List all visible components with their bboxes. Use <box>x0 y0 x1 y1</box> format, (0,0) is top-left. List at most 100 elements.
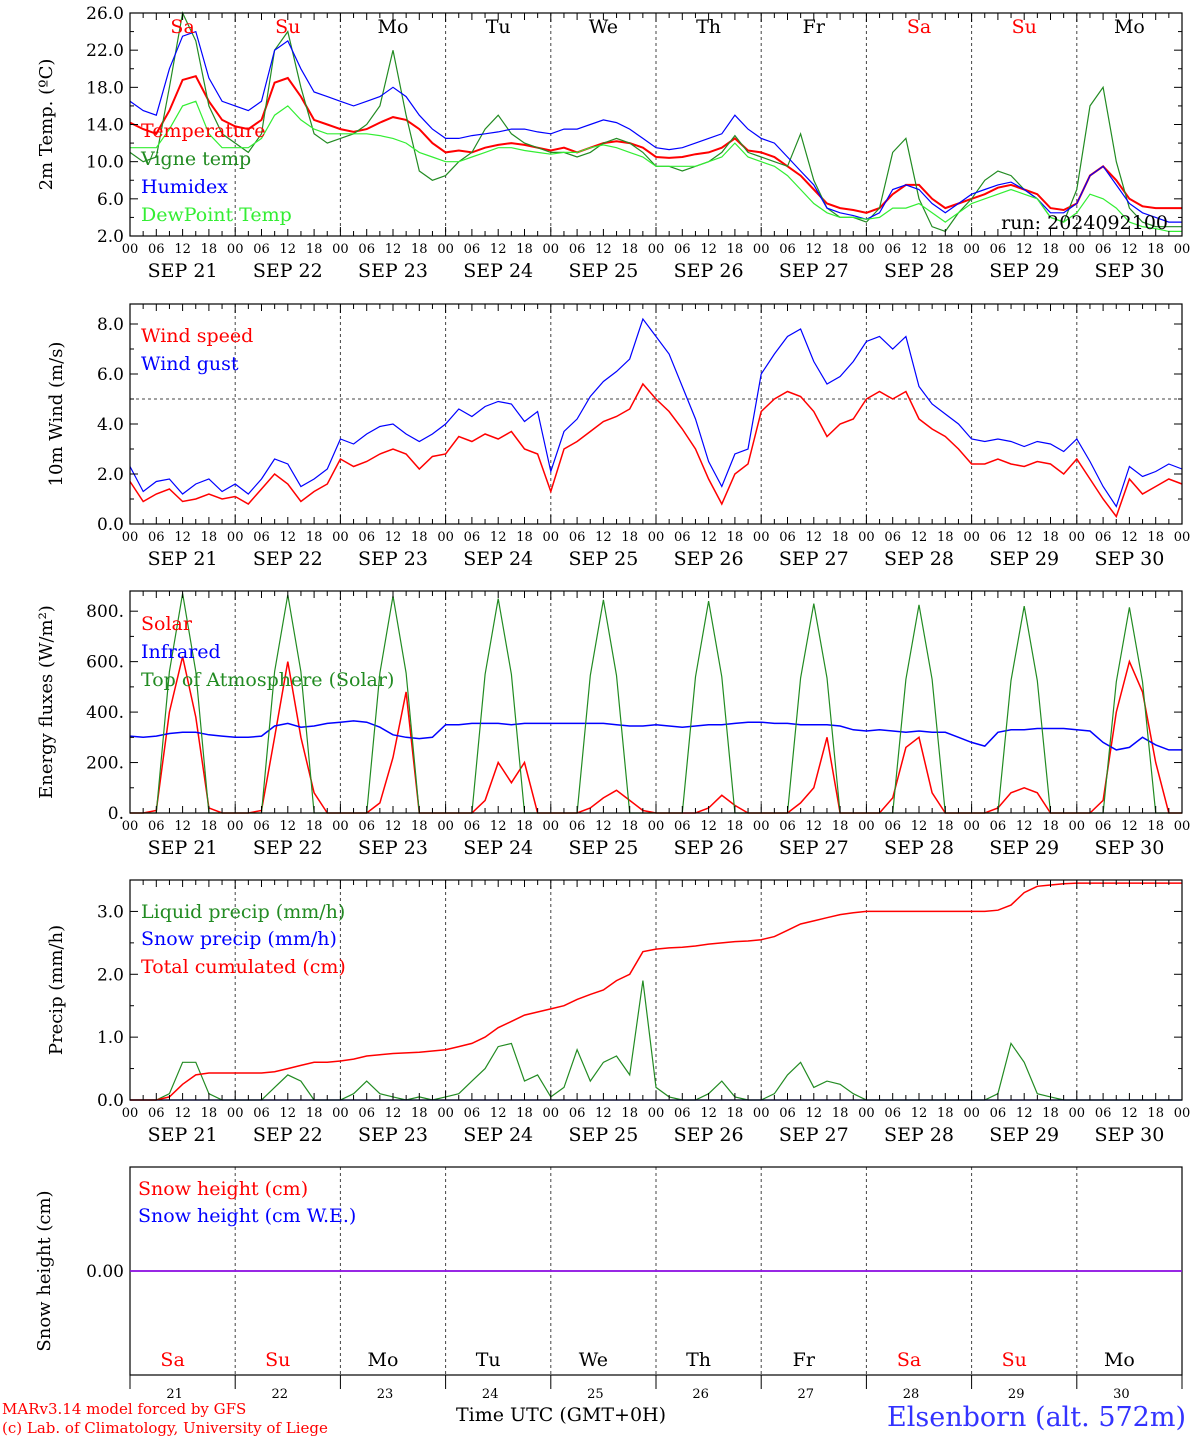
hour-tick-label: 18 <box>832 242 849 257</box>
y-tick-label: 6.0 <box>97 365 124 385</box>
hour-tick-label: 18 <box>306 1106 323 1121</box>
hour-tick-label: 00 <box>1069 530 1086 545</box>
hour-tick-label: 06 <box>990 242 1007 257</box>
hour-tick-label: 00 <box>753 242 770 257</box>
hour-tick-label: 12 <box>700 819 717 834</box>
hour-tick-label: 00 <box>227 530 244 545</box>
day-number-label: 29 <box>1008 1387 1025 1402</box>
hour-tick-label: 06 <box>253 1106 270 1121</box>
weekday-label-top: Sa <box>170 16 194 38</box>
hour-tick-label: 00 <box>122 530 139 545</box>
hour-tick-label: 18 <box>937 1106 954 1121</box>
day-number-label: 21 <box>166 1387 183 1402</box>
legend-entry: Infrared <box>141 641 221 663</box>
hour-tick-label: 18 <box>621 242 638 257</box>
hour-tick-label: 12 <box>595 530 612 545</box>
date-label: SEP 27 <box>779 260 849 282</box>
hour-tick-label: 06 <box>358 819 375 834</box>
y-tick-label: 6.0 <box>97 190 124 210</box>
hour-tick-label: 06 <box>1095 819 1112 834</box>
date-label: SEP 25 <box>568 837 638 859</box>
hour-tick-label: 06 <box>990 1106 1007 1121</box>
hour-tick-label: 00 <box>1174 819 1191 834</box>
hour-tick-label: 06 <box>569 530 586 545</box>
hour-tick-label: 12 <box>1121 530 1138 545</box>
date-label: SEP 24 <box>463 837 533 859</box>
day-number-label: 22 <box>272 1387 289 1402</box>
hour-tick-label: 12 <box>911 1106 928 1121</box>
hour-tick-label: 18 <box>621 819 638 834</box>
weekday-label-bottom: Mo <box>368 1349 399 1371</box>
hour-tick-label: 12 <box>174 1106 191 1121</box>
hour-tick-label: 00 <box>332 819 349 834</box>
hour-tick-label: 18 <box>727 242 744 257</box>
hour-tick-label: 00 <box>332 1106 349 1121</box>
hour-tick-label: 18 <box>516 1106 533 1121</box>
hour-tick-label: 00 <box>648 530 665 545</box>
date-label: SEP 23 <box>358 260 428 282</box>
hour-tick-label: 18 <box>411 242 428 257</box>
hour-tick-label: 18 <box>1147 530 1164 545</box>
hour-tick-label: 12 <box>595 1106 612 1121</box>
date-label: SEP 29 <box>989 837 1059 859</box>
hour-tick-label: 06 <box>674 819 691 834</box>
hour-tick-label: 12 <box>806 1106 823 1121</box>
hour-tick-label: 06 <box>148 530 165 545</box>
series-line-temp-2 <box>129 30 1182 223</box>
date-label: SEP 28 <box>884 1124 954 1146</box>
hour-tick-label: 06 <box>569 242 586 257</box>
hour-tick-label: 12 <box>280 819 297 834</box>
y-tick-label: 8.0 <box>97 315 124 335</box>
hour-tick-label: 00 <box>1069 819 1086 834</box>
weekday-label-top: Mo <box>1114 16 1145 38</box>
date-label: SEP 23 <box>358 1124 428 1146</box>
date-label: SEP 30 <box>1094 1124 1164 1146</box>
hour-tick-label: 06 <box>779 1106 796 1121</box>
model-credit: MARv3.14 model forced by GFS <box>2 1400 247 1418</box>
hour-tick-label: 06 <box>464 819 481 834</box>
hour-tick-label: 12 <box>1121 1106 1138 1121</box>
legend-entry: Top of Atmosphere (Solar) <box>141 669 394 691</box>
hour-tick-label: 12 <box>595 819 612 834</box>
hour-tick-label: 12 <box>280 1106 297 1121</box>
hour-tick-label: 18 <box>516 530 533 545</box>
date-label: SEP 26 <box>674 548 744 570</box>
date-label: SEP 25 <box>568 260 638 282</box>
hour-tick-label: 06 <box>569 819 586 834</box>
hour-tick-label: 06 <box>884 242 901 257</box>
y-tick-label: 2.0 <box>97 227 124 247</box>
legend-entry: Vigne temp <box>140 148 251 170</box>
x-axis-title: Time UTC (GMT+0H) <box>456 1404 667 1426</box>
hour-tick-label: 18 <box>306 819 323 834</box>
date-label: SEP 23 <box>358 548 428 570</box>
hour-tick-label: 12 <box>174 242 191 257</box>
hour-tick-label: 00 <box>543 530 560 545</box>
hour-tick-label: 00 <box>437 530 454 545</box>
hour-tick-label: 18 <box>516 819 533 834</box>
date-label: SEP 27 <box>779 1124 849 1146</box>
hour-tick-label: 06 <box>884 530 901 545</box>
panel-snow: 0.00 Snow height (cm) Snow height (cm) Snow… <box>34 1166 1183 1389</box>
hour-tick-label: 00 <box>122 1106 139 1121</box>
run-annotation: run: 2024092100 <box>1001 212 1168 234</box>
hour-tick-label: 00 <box>648 1106 665 1121</box>
hour-tick-label: 06 <box>1095 242 1112 257</box>
date-label: SEP 22 <box>253 260 323 282</box>
series-line-precip-2 <box>130 882 1182 1101</box>
hour-tick-label: 00 <box>858 1106 875 1121</box>
weekday-label-top: Tu <box>486 16 511 38</box>
legend-entry: Liquid precip (mm/h) <box>141 901 345 923</box>
weekday-label-bottom: Mo <box>1104 1349 1135 1371</box>
date-label: SEP 28 <box>884 260 954 282</box>
legend-entry: DewPoint Temp <box>141 204 292 226</box>
date-label: SEP 30 <box>1094 837 1164 859</box>
hour-tick-label: 06 <box>1095 1106 1112 1121</box>
hour-tick-label: 18 <box>516 242 533 257</box>
hour-tick-label: 00 <box>963 819 980 834</box>
hour-tick-label: 06 <box>779 242 796 257</box>
day-number-label: 26 <box>692 1387 709 1402</box>
y-tick-label: 600. <box>86 653 124 673</box>
hour-tick-label: 12 <box>911 530 928 545</box>
y-axis-label: Snow height (cm) <box>34 1190 55 1351</box>
